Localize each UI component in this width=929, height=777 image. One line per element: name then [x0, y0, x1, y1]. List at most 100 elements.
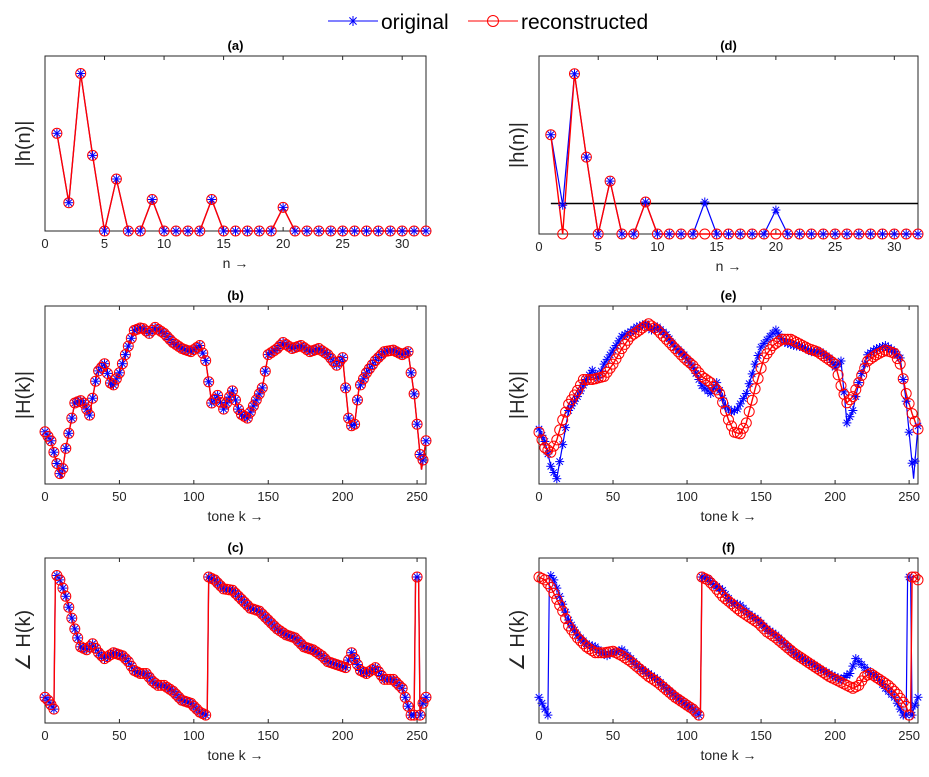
- original-point-d: [913, 229, 923, 239]
- reconstructed-point-b: [355, 379, 366, 391]
- original-point-a: [171, 226, 181, 236]
- reconstructed-point-c: [361, 668, 372, 679]
- reconstructed-point-b: [125, 332, 137, 344]
- x-tick-label-c: 250: [406, 728, 428, 743]
- original-point-e: [732, 404, 742, 414]
- original-point-a: [147, 195, 157, 204]
- reconstructed-point-f: [897, 696, 909, 708]
- x-tick-label-d: 30: [887, 239, 901, 254]
- reconstructed-point-e: [711, 384, 723, 396]
- reconstructed-point-e: [749, 383, 761, 395]
- reconstructed-point-e: [696, 371, 708, 382]
- reconstructed-point-e: [631, 326, 643, 338]
- reconstructed-point-c: [408, 709, 420, 721]
- original-point-d: [676, 229, 686, 239]
- original-point-b: [55, 469, 65, 479]
- original-point-b: [409, 389, 419, 399]
- reconstructed-point-c: [57, 582, 69, 594]
- reconstructed-point-b: [194, 340, 206, 351]
- reconstructed-point-e: [832, 369, 844, 381]
- original-point-a: [362, 226, 371, 236]
- original-point-d: [854, 229, 864, 239]
- original-point-b: [421, 436, 431, 446]
- reconstructed-point-f: [693, 709, 705, 721]
- y-axis-label-a: |h(n)|: [13, 121, 35, 167]
- reconstructed-point-c: [215, 580, 227, 592]
- original-point-c: [397, 683, 407, 693]
- reconstructed-point-c: [48, 703, 60, 715]
- reconstructed-point-b: [283, 341, 295, 352]
- reconstructed-point-d: [758, 228, 770, 240]
- original-point-a: [338, 226, 348, 236]
- reconstructed-point-e: [743, 406, 755, 418]
- original-point-d: [878, 229, 887, 239]
- reconstructed-point-c: [39, 691, 51, 703]
- reconstructed-point-b: [87, 392, 99, 404]
- reconstructed-point-e: [767, 340, 779, 351]
- reconstructed-point-e: [903, 398, 915, 410]
- reconstructed-point-b: [105, 377, 116, 389]
- reconstructed-point-f: [817, 667, 829, 678]
- original-point-d: [806, 229, 816, 239]
- original-point-b: [412, 419, 422, 429]
- original-point-a: [207, 195, 217, 204]
- original-point-b: [228, 386, 237, 396]
- reconstructed-point-b: [57, 463, 69, 475]
- reconstructed-point-f: [705, 577, 717, 589]
- reconstructed-point-a: [122, 225, 134, 237]
- original-point-d: [700, 197, 710, 207]
- original-point-a: [373, 226, 383, 236]
- reconstructed-point-d: [865, 228, 877, 240]
- original-point-d: [735, 229, 745, 239]
- reconstructed-point-e: [551, 434, 563, 446]
- original-point-b: [85, 410, 95, 420]
- reconstructed-point-b: [173, 341, 185, 352]
- original-point-a: [278, 202, 288, 212]
- reconstructed-point-f: [708, 580, 720, 592]
- reconstructed-point-b: [271, 343, 283, 354]
- reconstructed-point-b: [316, 345, 328, 357]
- original-point-d: [558, 200, 568, 210]
- original-point-e: [679, 350, 689, 360]
- reconstructed-point-e: [657, 330, 669, 342]
- reconstructed-point-b: [161, 330, 173, 342]
- original-point-b: [260, 366, 270, 376]
- x-axis-label-e: tone k →: [700, 508, 756, 524]
- reconstructed-point-e: [669, 343, 681, 355]
- reconstructed-point-b: [343, 412, 355, 424]
- reconstructed-point-f: [539, 574, 551, 586]
- x-tick-label-a: 30: [395, 236, 409, 251]
- reconstructed-point-b: [250, 394, 262, 406]
- reconstructed-point-e: [862, 355, 874, 367]
- reconstructed-point-b: [349, 418, 361, 430]
- reconstructed-point-b: [313, 343, 325, 354]
- reconstructed-point-d: [557, 228, 569, 240]
- chart-c: 0 50 100 150 200 250 (c) tone k → ∠ H(k): [13, 540, 432, 763]
- reconstructed-point-c: [366, 664, 378, 675]
- original-point-a: [242, 226, 252, 236]
- reconstructed-point-d: [770, 228, 782, 240]
- x-tick-label-b: 250: [406, 489, 428, 504]
- reconstructed-point-e: [572, 384, 583, 396]
- reconstructed-point-e: [755, 362, 767, 374]
- reconstructed-point-b: [241, 412, 253, 424]
- original-point-a: [123, 226, 133, 236]
- reconstructed-point-b: [414, 449, 426, 460]
- x-tick-label-c: 150: [257, 728, 279, 743]
- reconstructed-point-c: [230, 587, 241, 599]
- reconstructed-point-f: [909, 571, 921, 583]
- reconstructed-point-e: [841, 397, 853, 409]
- reconstructed-point-f: [616, 650, 628, 662]
- reconstructed-point-f: [800, 655, 811, 667]
- original-point-a: [409, 226, 419, 236]
- reconstructed-point-a: [63, 197, 75, 209]
- x-tick-label-e: 0: [535, 489, 542, 504]
- reconstructed-point-e: [634, 324, 646, 336]
- reconstructed-point-e: [542, 444, 554, 456]
- reconstructed-point-f: [669, 691, 681, 703]
- reconstructed-point-b: [185, 346, 197, 358]
- reconstructed-point-d: [580, 151, 592, 163]
- original-point-a: [88, 150, 98, 160]
- reconstructed-point-c: [161, 681, 173, 693]
- axes-box-a: [44, 55, 427, 232]
